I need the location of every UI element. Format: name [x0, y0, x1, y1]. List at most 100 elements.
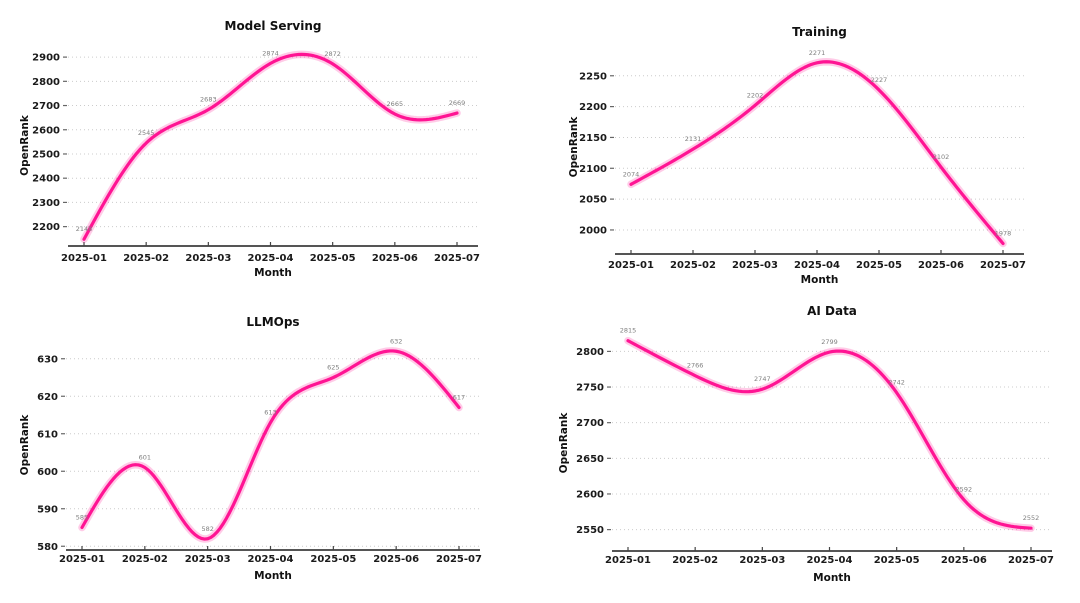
x-axis-title: Month — [254, 570, 292, 582]
y-tick-label: 2150 — [579, 133, 607, 144]
series-line — [82, 52, 459, 241]
data-point-label: 2592 — [956, 486, 973, 494]
chart-canvas: 2550 2600 2650 2700 2750 2800 2025-01 2025-02 20… — [558, 304, 1054, 584]
data-point-label: 2669 — [449, 99, 466, 107]
y-tick-label: 2000 — [579, 225, 607, 236]
x-tick-label: 2025-03 — [739, 555, 785, 566]
series-line — [626, 339, 1033, 530]
x-tick-label: 2025-02 — [122, 554, 168, 565]
y-axis-title: OpenRank — [568, 116, 580, 178]
x-tick-label: 2025-06 — [373, 554, 419, 565]
data-point-label: 2102 — [933, 153, 950, 161]
y-tick-label: 2800 — [32, 77, 60, 88]
y-axis-title: OpenRank — [558, 412, 570, 474]
data-point-label: 2799 — [821, 338, 838, 346]
chart-canvas: 2000 2050 2100 2150 2200 2250 2025-01 2025-02 20… — [568, 25, 1026, 286]
data-point-label: 2271 — [809, 49, 826, 57]
x-tick-label: 2025-01 — [59, 554, 105, 565]
data-point-label: 613 — [264, 409, 276, 417]
data-point-label: 2202 — [747, 91, 764, 99]
x-axis-title: Month — [801, 274, 839, 286]
x-tick-label: 2025-01 — [605, 555, 651, 566]
data-point-label: 2131 — [685, 135, 702, 143]
y-tick-label: 2700 — [32, 101, 60, 112]
x-tick-label: 2025-01 — [608, 260, 654, 271]
x-axis-title: Month — [813, 572, 851, 584]
y-tick-label: 630 — [37, 354, 58, 365]
chart-canvas: 2200 2300 2400 2500 2600 2700 2800 2900 2025-01 2… — [19, 19, 480, 279]
y-tick-label: 2400 — [32, 174, 60, 185]
y-tick-label: 2750 — [576, 383, 604, 394]
data-point-label: 2742 — [888, 379, 905, 387]
x-tick-label: 2025-06 — [941, 555, 987, 566]
data-point-label: 2747 — [754, 375, 771, 383]
x-tick-label: 2025-06 — [372, 253, 418, 264]
data-point-label: 2552 — [1023, 514, 1040, 522]
y-tick-label: 2650 — [576, 454, 604, 465]
series-line — [629, 60, 1005, 246]
data-point-label: 617 — [453, 394, 465, 402]
x-tick-label: 2025-02 — [672, 555, 718, 566]
y-tick-label: 2800 — [576, 347, 604, 358]
data-point-label: 2815 — [620, 327, 637, 335]
y-tick-label: 2200 — [32, 222, 60, 233]
x-tick-label: 2025-03 — [185, 554, 231, 565]
y-tick-label: 2100 — [579, 164, 607, 175]
data-point-label: 2545 — [138, 129, 155, 137]
data-point-label: 2872 — [324, 50, 341, 58]
x-tick-label: 2025-04 — [248, 253, 294, 264]
chart-model-serving: 2200 2300 2400 2500 2600 2700 2800 2900 2025-01 2… — [0, 0, 540, 300]
y-tick-label: 2300 — [32, 198, 60, 209]
y-tick-label: 580 — [37, 542, 58, 553]
series-line-glow — [78, 347, 463, 543]
data-point-label: 2683 — [200, 96, 217, 104]
x-tick-label: 2025-03 — [732, 260, 778, 271]
plot-title: LLMOps — [246, 315, 299, 329]
x-tick-label: 2025-05 — [856, 260, 902, 271]
x-tick-label: 2025-07 — [1008, 555, 1054, 566]
data-point-label: 2766 — [687, 362, 704, 370]
plot-title: Training — [792, 25, 847, 39]
x-tick-label: 2025-02 — [123, 253, 169, 264]
y-tick-label: 2200 — [579, 102, 607, 113]
x-tick-label: 2025-07 — [980, 260, 1026, 271]
data-point-label: 2665 — [387, 100, 404, 108]
x-tick-label: 2025-05 — [310, 554, 356, 565]
y-tick-label: 2050 — [579, 195, 607, 206]
data-point-label: 2227 — [871, 76, 888, 84]
data-point-label: 1978 — [995, 230, 1012, 238]
chart-canvas: 580 590 600 610 620 630 2025-01 2025-02 2025-03 2… — [19, 315, 482, 582]
y-axis-title: OpenRank — [19, 414, 31, 476]
y-tick-label: 2550 — [576, 525, 604, 536]
data-point-label: 2148 — [76, 225, 93, 233]
y-axis-title: OpenRank — [19, 114, 31, 176]
x-tick-label: 2025-07 — [434, 253, 480, 264]
data-point-label: 2074 — [623, 170, 640, 178]
plot-title: AI Data — [807, 304, 857, 318]
x-tick-label: 2025-04 — [807, 555, 853, 566]
x-axis-title: Month — [254, 267, 292, 279]
chart-ai-data: 2550 2600 2650 2700 2750 2800 2025-01 2025-02 20… — [540, 300, 1080, 603]
y-tick-label: 620 — [37, 392, 58, 403]
y-tick-label: 2600 — [32, 125, 60, 136]
data-point-label: 625 — [327, 364, 339, 372]
y-tick-label: 600 — [37, 467, 58, 478]
y-tick-label: 2250 — [579, 71, 607, 82]
chart-llmops: 580 590 600 610 620 630 2025-01 2025-02 2025-03 2… — [0, 300, 540, 603]
plot-title: Model Serving — [225, 19, 322, 33]
data-point-label: 582 — [201, 525, 213, 533]
series-line — [80, 349, 461, 541]
y-tick-label: 610 — [37, 429, 58, 440]
x-tick-label: 2025-03 — [185, 253, 231, 264]
x-tick-label: 2025-07 — [436, 554, 482, 565]
data-point-label: 601 — [139, 454, 151, 462]
y-tick-label: 2600 — [576, 489, 604, 500]
chart-training: 2000 2050 2100 2150 2200 2250 2025-01 2025-02 20… — [540, 0, 1080, 300]
x-tick-label: 2025-02 — [670, 260, 716, 271]
y-tick-label: 590 — [37, 504, 58, 515]
y-tick-label: 2500 — [32, 149, 60, 160]
y-tick-label: 2700 — [576, 418, 604, 429]
x-tick-label: 2025-01 — [61, 253, 107, 264]
x-tick-label: 2025-05 — [310, 253, 356, 264]
